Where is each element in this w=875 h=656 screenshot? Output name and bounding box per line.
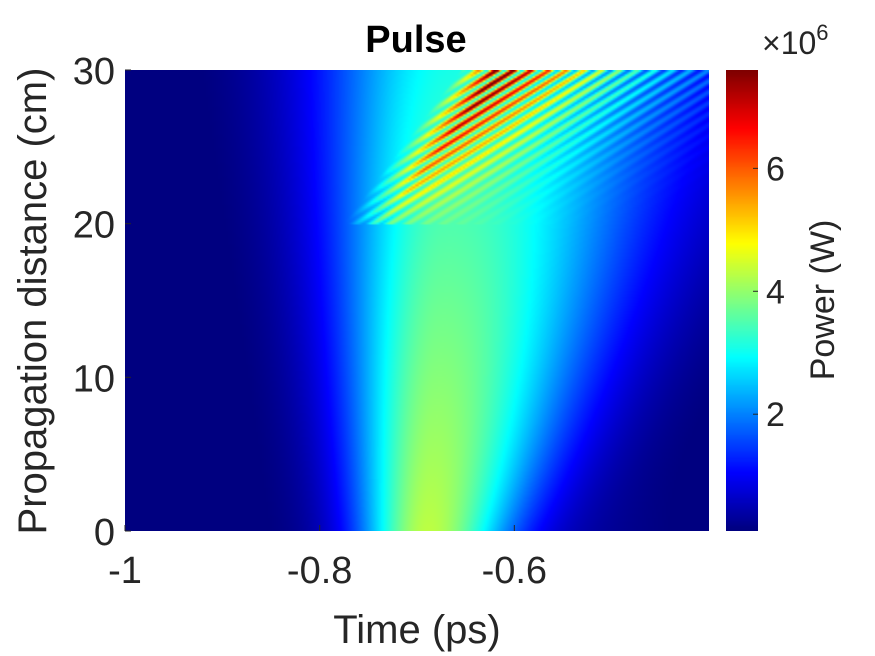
colorbar-gradient — [726, 70, 758, 531]
y-axis: 0 10 20 30 — [73, 51, 131, 554]
heatmap-image — [125, 70, 709, 531]
colorbar-tick-label: 4 — [766, 273, 785, 311]
colorbar: 2 4 6 ×106 Power (W) — [726, 20, 842, 531]
x-axis-label: Time (ps) — [333, 608, 500, 652]
x-tick-label: -0.6 — [482, 550, 547, 592]
chart-title: Pulse — [365, 19, 466, 61]
x-axis: -1 -0.8 -0.6 — [108, 525, 547, 592]
y-tick-label: 30 — [73, 51, 115, 93]
colorbar-tick-label: 6 — [766, 150, 785, 188]
x-tick-label: -1 — [108, 550, 142, 592]
y-tick-label: 10 — [73, 358, 115, 400]
y-tick-label: 20 — [73, 205, 115, 247]
plot-area — [125, 70, 709, 531]
y-tick-label: 0 — [94, 512, 115, 554]
colorbar-ticks: 2 4 6 — [753, 150, 785, 434]
x-tick-label: -0.8 — [287, 550, 352, 592]
colorbar-tick-label: 2 — [766, 396, 785, 434]
colorbar-label: Power (W) — [804, 220, 842, 381]
colorbar-exponent-label: ×106 — [762, 20, 829, 61]
y-axis-label: Propagation distance (cm) — [11, 68, 55, 535]
